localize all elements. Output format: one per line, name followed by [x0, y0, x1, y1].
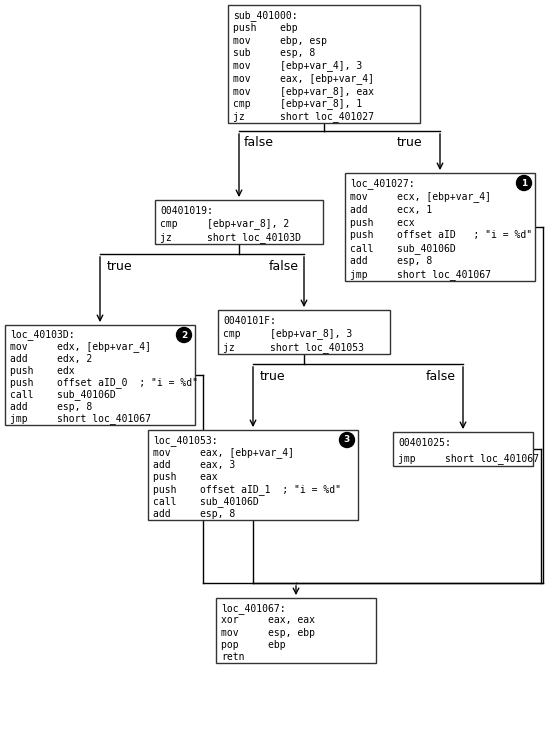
Text: jmp     short loc_401067: jmp short loc_401067 — [10, 413, 151, 424]
Text: push    ecx: push ecx — [350, 217, 415, 228]
Circle shape — [177, 327, 191, 343]
Text: push    offset aID_0  ; "i = %d": push offset aID_0 ; "i = %d" — [10, 378, 198, 389]
Text: loc_401053:: loc_401053: — [153, 435, 218, 446]
Text: add     esp, 8: add esp, 8 — [350, 257, 432, 266]
Text: call    sub_40106D: call sub_40106D — [350, 243, 456, 254]
Text: push    eax: push eax — [153, 472, 218, 482]
Text: jmp     short loc_401067: jmp short loc_401067 — [398, 453, 539, 464]
Text: pop     ebp: pop ebp — [221, 640, 285, 650]
Text: jz      short loc_401027: jz short loc_401027 — [233, 111, 374, 122]
Text: mov     esp, ebp: mov esp, ebp — [221, 628, 315, 637]
Bar — [155, 200, 323, 244]
Text: 00401025:: 00401025: — [398, 439, 451, 448]
Text: mov     edx, [ebp+var_4]: mov edx, [ebp+var_4] — [10, 341, 151, 352]
Bar — [393, 432, 533, 466]
Text: 2: 2 — [181, 330, 187, 340]
Text: true: true — [260, 370, 286, 382]
Text: cmp     [ebp+var_8], 3: cmp [ebp+var_8], 3 — [223, 329, 352, 339]
Text: sub_401000:: sub_401000: — [233, 10, 298, 21]
Text: call    sub_40106D: call sub_40106D — [153, 496, 258, 507]
Text: add     esp, 8: add esp, 8 — [153, 509, 235, 519]
Text: mov     eax, [ebp+var_4]: mov eax, [ebp+var_4] — [153, 447, 294, 458]
Circle shape — [339, 433, 355, 447]
Text: cmp     [ebp+var_8], 2: cmp [ebp+var_8], 2 — [160, 219, 289, 229]
Text: false: false — [244, 137, 274, 149]
Text: jz      short loc_40103D: jz short loc_40103D — [160, 232, 301, 243]
Text: cmp     [ebp+var_8], 1: cmp [ebp+var_8], 1 — [233, 99, 362, 110]
Bar — [228, 5, 420, 123]
Text: 3: 3 — [344, 436, 350, 444]
Text: false: false — [426, 370, 456, 382]
Bar — [218, 310, 390, 354]
Text: push    edx: push edx — [10, 366, 75, 376]
Text: mov     eax, [ebp+var_4]: mov eax, [ebp+var_4] — [233, 73, 374, 84]
Circle shape — [516, 176, 531, 191]
Text: loc_40103D:: loc_40103D: — [10, 329, 75, 341]
Text: mov     [ebp+var_8], eax: mov [ebp+var_8], eax — [233, 86, 374, 96]
Text: push    offset aID   ; "i = %d": push offset aID ; "i = %d" — [350, 231, 532, 240]
Bar — [345, 173, 535, 281]
Bar — [216, 598, 376, 663]
Text: push    ebp: push ebp — [233, 23, 298, 33]
Text: mov     ecx, [ebp+var_4]: mov ecx, [ebp+var_4] — [350, 191, 491, 202]
Text: loc_401067:: loc_401067: — [221, 603, 285, 614]
Text: retn: retn — [221, 652, 245, 662]
Bar — [148, 430, 358, 520]
Text: true: true — [107, 260, 133, 272]
Text: loc_401027:: loc_401027: — [350, 178, 415, 189]
Text: mov     [ebp+var_4], 3: mov [ebp+var_4], 3 — [233, 61, 362, 71]
Text: false: false — [269, 260, 299, 272]
Text: 00401019:: 00401019: — [160, 206, 213, 216]
Text: call    sub_40106D: call sub_40106D — [10, 390, 116, 401]
Text: sub     esp, 8: sub esp, 8 — [233, 48, 315, 59]
Text: 0040101F:: 0040101F: — [223, 315, 276, 326]
Text: add     esp, 8: add esp, 8 — [10, 402, 92, 412]
Text: push    offset aID_1  ; "i = %d": push offset aID_1 ; "i = %d" — [153, 484, 341, 495]
Text: jz      short loc_401053: jz short loc_401053 — [223, 342, 364, 352]
Text: add     eax, 3: add eax, 3 — [153, 460, 235, 470]
Text: mov     ebp, esp: mov ebp, esp — [233, 36, 327, 46]
Bar — [5, 325, 195, 425]
Text: true: true — [397, 137, 423, 149]
Text: jmp     short loc_401067: jmp short loc_401067 — [350, 269, 491, 280]
Text: add     ecx, 1: add ecx, 1 — [350, 205, 432, 214]
Text: 1: 1 — [521, 179, 527, 188]
Text: add     edx, 2: add edx, 2 — [10, 354, 92, 364]
Text: xor     eax, eax: xor eax, eax — [221, 615, 315, 626]
